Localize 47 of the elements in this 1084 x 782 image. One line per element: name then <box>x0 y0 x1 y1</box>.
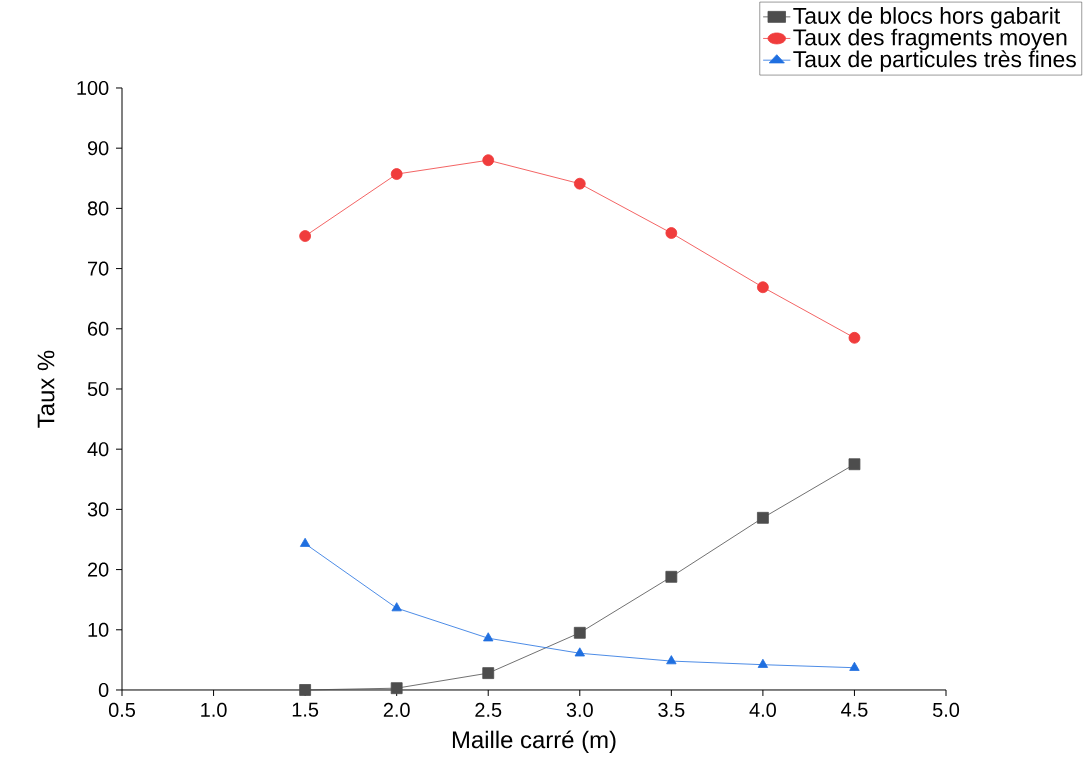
point <box>482 154 495 167</box>
x-tick-label: 1.5 <box>292 702 319 717</box>
point <box>299 537 311 547</box>
point <box>482 667 495 680</box>
y-tick-label: 10 <box>88 622 109 637</box>
y-tick-label: 70 <box>88 261 109 276</box>
x-tick-label: 0.5 <box>108 702 136 717</box>
x-tick-label: 2.0 <box>383 702 410 717</box>
y-tick-label: 100 <box>77 80 109 96</box>
legend-label: Taux des fragments moyen <box>793 28 1067 51</box>
point <box>757 511 769 524</box>
point <box>848 458 861 471</box>
point <box>849 661 860 671</box>
x-tick-label: 3.0 <box>566 702 593 717</box>
point <box>390 682 403 695</box>
point <box>573 626 586 639</box>
y-tick-label: 40 <box>87 442 109 457</box>
y-tick-label: 0 <box>98 682 109 698</box>
point <box>574 647 585 657</box>
point <box>299 684 311 696</box>
point <box>757 658 769 668</box>
y-axis-title: Taux % <box>37 350 55 428</box>
point <box>483 632 494 642</box>
point <box>666 655 677 665</box>
point <box>757 281 769 294</box>
point <box>299 230 311 242</box>
x-tick-label: 2.5 <box>475 702 502 717</box>
y-tick-label: 90 <box>87 141 109 156</box>
point <box>573 177 586 190</box>
point <box>848 331 861 344</box>
x-tick-label: 3.5 <box>658 702 685 717</box>
y-tick-label: 30 <box>87 502 109 517</box>
x-tick-label: 4.5 <box>841 702 868 717</box>
point <box>390 168 403 180</box>
y-tick-label: 50 <box>87 381 109 397</box>
legend-label: Taux de blocs hors gabarit <box>793 7 1061 29</box>
y-tick-label: 80 <box>87 201 109 216</box>
legend-label: Taux de particules très fines <box>793 50 1076 72</box>
x-tick-label: 4.0 <box>749 702 776 717</box>
y-tick-label: 60 <box>88 321 109 336</box>
point <box>391 602 402 612</box>
x-tick-label: 5.0 <box>932 702 960 717</box>
x-tick-label: 1.0 <box>201 702 227 717</box>
point <box>665 570 678 583</box>
x-axis-title: Maille carré (m) <box>452 730 616 753</box>
y-tick-label: 20 <box>88 562 109 577</box>
point <box>665 227 678 239</box>
